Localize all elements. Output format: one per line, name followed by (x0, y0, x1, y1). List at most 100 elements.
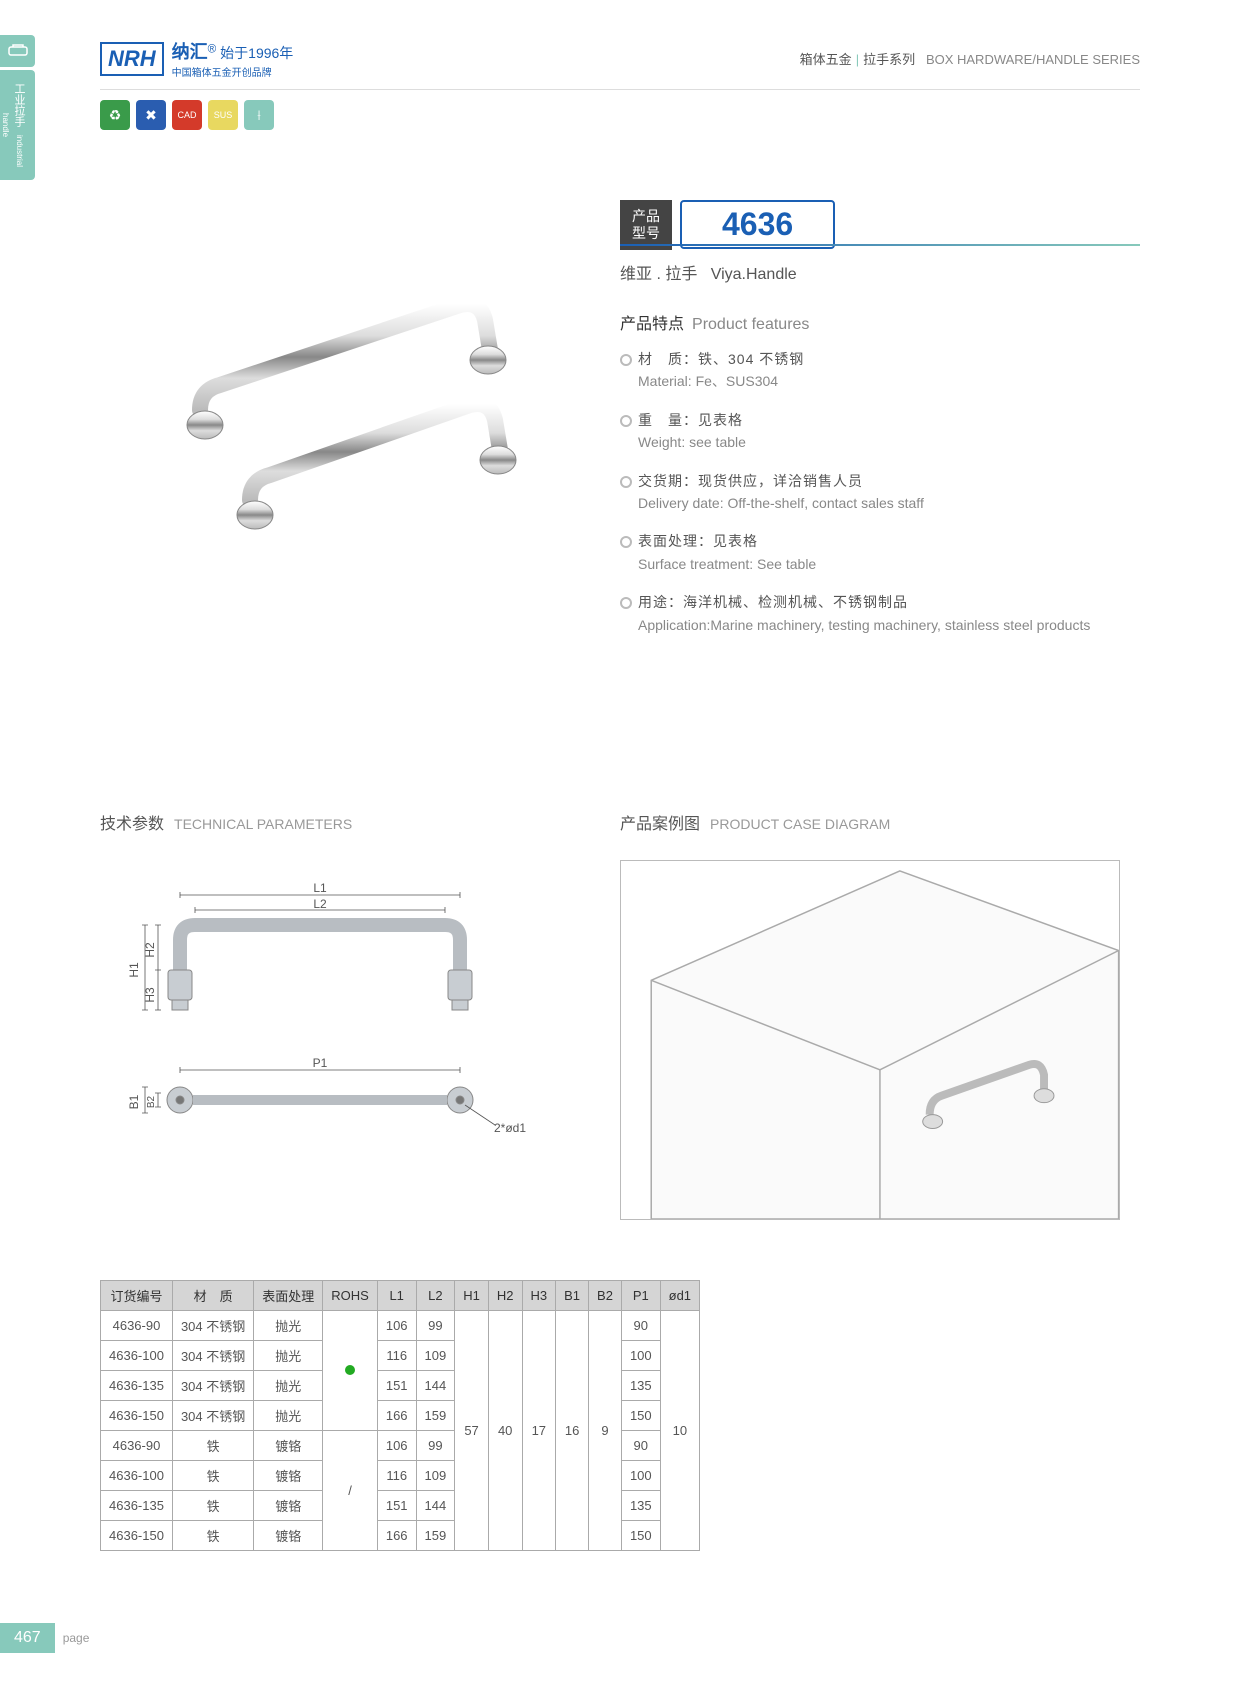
dim-B1: B1 (127, 1094, 141, 1109)
table-cell: 抛光 (254, 1371, 323, 1401)
model-badge: 产品 型号 4636 (620, 200, 835, 250)
table-cell: 304 不锈钢 (172, 1371, 253, 1401)
feature-item: 用途：海洋机械、检测机械、不锈钢制品Application:Marine mac… (620, 591, 1140, 636)
table-cell: 116 (377, 1461, 416, 1491)
table-cell: 镀铬 (254, 1461, 323, 1491)
case-title-en: PRODUCT CASE DIAGRAM (710, 816, 890, 832)
feature-cn: 重 量：见表格 (638, 412, 743, 428)
table-header: ROHS (323, 1281, 378, 1311)
table-header: 表面处理 (254, 1281, 323, 1311)
table-cell: 抛光 (254, 1341, 323, 1371)
tech-params-title: 技术参数TECHNICAL PARAMETERS (100, 810, 352, 834)
product-case-diagram (620, 860, 1120, 1220)
page-footer: 467 page (0, 1623, 89, 1653)
model-number: 4636 (680, 200, 835, 249)
model-label: 产品 型号 (620, 200, 672, 250)
table-cell-merged: 10 (660, 1311, 699, 1551)
table-cell: 151 (377, 1491, 416, 1521)
table-cell: 135 (621, 1491, 660, 1521)
table-header: 订货编号 (101, 1281, 173, 1311)
table-cell: 135 (621, 1371, 660, 1401)
logo-text: 纳汇® 始于1996年 中国箱体五金开创品牌 (172, 38, 294, 79)
logo-subtitle: 中国箱体五金开创品牌 (172, 64, 294, 79)
table-cell-merged: 40 (488, 1311, 522, 1551)
feature-icons: ♻✖CADSUS⟊ (100, 100, 274, 130)
dim-H2: H2 (143, 942, 157, 958)
rohs-cell (323, 1311, 378, 1431)
table-header: H3 (522, 1281, 556, 1311)
table-cell: 铁 (172, 1521, 253, 1551)
table-cell: 90 (621, 1311, 660, 1341)
table-cell: 4636-150 (101, 1521, 173, 1551)
features-section: 产品特点Product features 材 质：铁、304 不锈钢Materi… (620, 310, 1140, 652)
dim-B2: B2 (146, 1095, 157, 1108)
table-header: B2 (589, 1281, 622, 1311)
table-cell: 106 (377, 1311, 416, 1341)
table-cell: 304 不锈钢 (172, 1311, 253, 1341)
dim-P1: P1 (313, 1056, 328, 1070)
table-cell: 4636-135 (101, 1371, 173, 1401)
feature-cn: 交货期：现货供应，详洽销售人员 (638, 473, 863, 489)
table-cell-merged: 9 (589, 1311, 622, 1551)
table-cell: 100 (621, 1341, 660, 1371)
table-cell: 90 (621, 1431, 660, 1461)
table-cell: 159 (416, 1401, 455, 1431)
features-title-cn: 产品特点 (620, 316, 684, 333)
dim-H1: H1 (127, 962, 141, 978)
table-header: L2 (416, 1281, 455, 1311)
table-cell: 抛光 (254, 1311, 323, 1341)
table-cell: 铁 (172, 1431, 253, 1461)
table-cell-merged: 17 (522, 1311, 556, 1551)
dim-H3: H3 (143, 987, 157, 1003)
table-header: L1 (377, 1281, 416, 1311)
dim-L2: L2 (313, 897, 327, 911)
table-header: H1 (455, 1281, 489, 1311)
spec-table: 订货编号材 质表面处理ROHSL1L2H1H2H3B1B2P1ød1 4636-… (100, 1280, 700, 1551)
table-cell: 镀铬 (254, 1521, 323, 1551)
table-cell: 109 (416, 1461, 455, 1491)
feature-en: Material: Fe、SUS304 (638, 370, 1140, 392)
table-cell: 100 (621, 1461, 660, 1491)
table-header: ød1 (660, 1281, 699, 1311)
logo-brand: NRH (100, 42, 164, 76)
table-cell: 4636-90 (101, 1431, 173, 1461)
table-cell: 镀铬 (254, 1491, 323, 1521)
table-cell: 166 (377, 1401, 416, 1431)
product-name: 维亚 . 拉手 Viya.Handle (620, 260, 797, 284)
table-cell: 150 (621, 1401, 660, 1431)
features-title: 产品特点Product features (620, 310, 1140, 334)
table-cell: 4636-150 (101, 1401, 173, 1431)
page-label: page (63, 1631, 90, 1645)
feature-badge-icon: ♻ (100, 100, 130, 130)
side-tab-cn: 工业拉手 (13, 83, 25, 127)
case-diagram-title: 产品案例图 PRODUCT CASE DIAGRAM (620, 810, 890, 834)
header-en: BOX HARDWARE/HANDLE SERIES (926, 52, 1140, 67)
logo-tm: ® (208, 42, 217, 55)
table-cell: 99 (416, 1311, 455, 1341)
header-category: 箱体五金|拉手系列 BOX HARDWARE/HANDLE SERIES (800, 49, 1140, 68)
table-cell: 铁 (172, 1491, 253, 1521)
table-cell: 4636-135 (101, 1491, 173, 1521)
dim-L1: L1 (313, 881, 327, 895)
case-title-cn: 产品案例图 (620, 816, 700, 833)
side-tab: 工业拉手 industrial handle (0, 70, 35, 180)
feature-item: 表面处理：见表格Surface treatment: See table (620, 530, 1140, 575)
rohs-cell: / (323, 1431, 378, 1551)
feature-cn: 用途：海洋机械、检测机械、不锈钢制品 (638, 594, 908, 610)
feature-en: Delivery date: Off-the-shelf, contact sa… (638, 492, 1140, 514)
product-name-cn: 维亚 . 拉手 (620, 266, 697, 283)
tech-title-cn: 技术参数 (100, 816, 164, 833)
table-cell: 116 (377, 1341, 416, 1371)
header-series: 拉手系列 (863, 52, 915, 67)
features-list: 材 质：铁、304 不锈钢Material: Fe、SUS304重 量：见表格W… (620, 348, 1140, 636)
table-cell: 106 (377, 1431, 416, 1461)
product-image (140, 150, 560, 570)
table-header: P1 (621, 1281, 660, 1311)
table-cell: 99 (416, 1431, 455, 1461)
feature-cn: 表面处理：见表格 (638, 533, 758, 549)
table-cell: 抛光 (254, 1401, 323, 1431)
feature-badge-icon: SUS (208, 100, 238, 130)
table-cell: 159 (416, 1521, 455, 1551)
header-cn: 箱体五金 (800, 52, 852, 67)
logo-title: 纳汇 (172, 42, 208, 62)
